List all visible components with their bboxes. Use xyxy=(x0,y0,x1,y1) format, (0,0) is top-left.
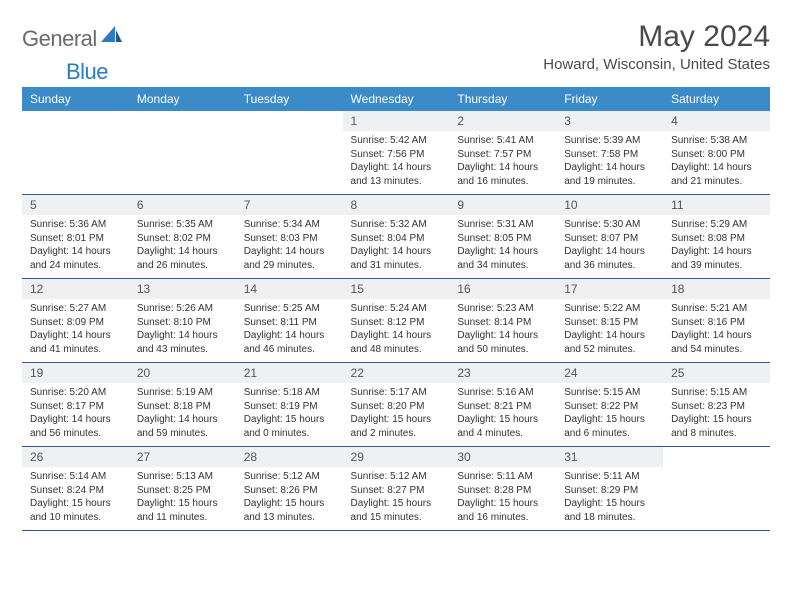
day-cell: Sunrise: 5:27 AMSunset: 8:09 PMDaylight:… xyxy=(22,299,129,363)
day-cell: Sunrise: 5:12 AMSunset: 8:26 PMDaylight:… xyxy=(236,467,343,531)
weekday-header: Friday xyxy=(556,87,663,111)
day-number: 10 xyxy=(556,195,663,216)
day-cell xyxy=(663,467,770,531)
calendar-table: Sunday Monday Tuesday Wednesday Thursday… xyxy=(22,87,770,531)
daynum-row: 567891011 xyxy=(22,195,770,216)
day-cell: Sunrise: 5:22 AMSunset: 8:15 PMDaylight:… xyxy=(556,299,663,363)
day-cell: Sunrise: 5:38 AMSunset: 8:00 PMDaylight:… xyxy=(663,131,770,195)
day-cell xyxy=(129,131,236,195)
day-cell: Sunrise: 5:15 AMSunset: 8:22 PMDaylight:… xyxy=(556,383,663,447)
daynum-row: 262728293031 xyxy=(22,447,770,468)
day-number xyxy=(129,111,236,131)
day-cell: Sunrise: 5:11 AMSunset: 8:29 PMDaylight:… xyxy=(556,467,663,531)
day-cell: Sunrise: 5:29 AMSunset: 8:08 PMDaylight:… xyxy=(663,215,770,279)
weekday-header: Sunday xyxy=(22,87,129,111)
day-cell xyxy=(236,131,343,195)
day-number xyxy=(663,447,770,468)
day-number: 23 xyxy=(449,363,556,384)
day-body-row: Sunrise: 5:27 AMSunset: 8:09 PMDaylight:… xyxy=(22,299,770,363)
day-cell: Sunrise: 5:12 AMSunset: 8:27 PMDaylight:… xyxy=(343,467,450,531)
day-number: 20 xyxy=(129,363,236,384)
day-number: 26 xyxy=(22,447,129,468)
logo-text-blue: Blue xyxy=(66,59,108,84)
day-number xyxy=(236,111,343,131)
weekday-header: Monday xyxy=(129,87,236,111)
day-number: 8 xyxy=(343,195,450,216)
day-number: 13 xyxy=(129,279,236,300)
daynum-row: 19202122232425 xyxy=(22,363,770,384)
day-number: 22 xyxy=(343,363,450,384)
day-cell: Sunrise: 5:14 AMSunset: 8:24 PMDaylight:… xyxy=(22,467,129,531)
weekday-header: Wednesday xyxy=(343,87,450,111)
weekday-header: Thursday xyxy=(449,87,556,111)
day-number: 5 xyxy=(22,195,129,216)
weekday-header: Tuesday xyxy=(236,87,343,111)
day-number: 12 xyxy=(22,279,129,300)
day-number: 29 xyxy=(343,447,450,468)
day-number xyxy=(22,111,129,131)
day-cell: Sunrise: 5:42 AMSunset: 7:56 PMDaylight:… xyxy=(343,131,450,195)
logo-text-general: General xyxy=(22,26,97,52)
day-cell: Sunrise: 5:30 AMSunset: 8:07 PMDaylight:… xyxy=(556,215,663,279)
day-cell: Sunrise: 5:20 AMSunset: 8:17 PMDaylight:… xyxy=(22,383,129,447)
day-number: 3 xyxy=(556,111,663,131)
day-cell xyxy=(22,131,129,195)
day-number: 16 xyxy=(449,279,556,300)
day-cell: Sunrise: 5:41 AMSunset: 7:57 PMDaylight:… xyxy=(449,131,556,195)
logo: General xyxy=(22,20,125,52)
day-cell: Sunrise: 5:16 AMSunset: 8:21 PMDaylight:… xyxy=(449,383,556,447)
day-number: 11 xyxy=(663,195,770,216)
day-cell: Sunrise: 5:34 AMSunset: 8:03 PMDaylight:… xyxy=(236,215,343,279)
day-body-row: Sunrise: 5:36 AMSunset: 8:01 PMDaylight:… xyxy=(22,215,770,279)
day-body-row: Sunrise: 5:42 AMSunset: 7:56 PMDaylight:… xyxy=(22,131,770,195)
day-number: 18 xyxy=(663,279,770,300)
weekday-header-row: Sunday Monday Tuesday Wednesday Thursday… xyxy=(22,87,770,111)
title-block: May 2024 Howard, Wisconsin, United State… xyxy=(543,20,770,73)
daynum-row: 12131415161718 xyxy=(22,279,770,300)
day-number: 28 xyxy=(236,447,343,468)
day-cell: Sunrise: 5:15 AMSunset: 8:23 PMDaylight:… xyxy=(663,383,770,447)
day-number: 31 xyxy=(556,447,663,468)
daynum-row: 1234 xyxy=(22,111,770,131)
day-number: 25 xyxy=(663,363,770,384)
weekday-header: Saturday xyxy=(663,87,770,111)
day-cell: Sunrise: 5:19 AMSunset: 8:18 PMDaylight:… xyxy=(129,383,236,447)
title-location: Howard, Wisconsin, United States xyxy=(543,56,770,73)
day-cell: Sunrise: 5:31 AMSunset: 8:05 PMDaylight:… xyxy=(449,215,556,279)
day-cell: Sunrise: 5:18 AMSunset: 8:19 PMDaylight:… xyxy=(236,383,343,447)
day-cell: Sunrise: 5:26 AMSunset: 8:10 PMDaylight:… xyxy=(129,299,236,363)
day-number: 21 xyxy=(236,363,343,384)
day-number: 24 xyxy=(556,363,663,384)
page-header: General May 2024 Howard, Wisconsin, Unit… xyxy=(22,20,770,73)
day-cell: Sunrise: 5:39 AMSunset: 7:58 PMDaylight:… xyxy=(556,131,663,195)
day-cell: Sunrise: 5:11 AMSunset: 8:28 PMDaylight:… xyxy=(449,467,556,531)
day-cell: Sunrise: 5:36 AMSunset: 8:01 PMDaylight:… xyxy=(22,215,129,279)
day-cell: Sunrise: 5:17 AMSunset: 8:20 PMDaylight:… xyxy=(343,383,450,447)
day-number: 6 xyxy=(129,195,236,216)
day-number: 19 xyxy=(22,363,129,384)
day-number: 30 xyxy=(449,447,556,468)
day-number: 15 xyxy=(343,279,450,300)
day-number: 2 xyxy=(449,111,556,131)
title-month: May 2024 xyxy=(543,20,770,54)
day-body-row: Sunrise: 5:20 AMSunset: 8:17 PMDaylight:… xyxy=(22,383,770,447)
day-number: 14 xyxy=(236,279,343,300)
day-number: 1 xyxy=(343,111,450,131)
day-cell: Sunrise: 5:25 AMSunset: 8:11 PMDaylight:… xyxy=(236,299,343,363)
logo-sail-icon xyxy=(101,26,123,44)
day-cell: Sunrise: 5:24 AMSunset: 8:12 PMDaylight:… xyxy=(343,299,450,363)
day-cell: Sunrise: 5:21 AMSunset: 8:16 PMDaylight:… xyxy=(663,299,770,363)
day-cell: Sunrise: 5:32 AMSunset: 8:04 PMDaylight:… xyxy=(343,215,450,279)
day-number: 27 xyxy=(129,447,236,468)
day-number: 9 xyxy=(449,195,556,216)
day-cell: Sunrise: 5:13 AMSunset: 8:25 PMDaylight:… xyxy=(129,467,236,531)
day-number: 4 xyxy=(663,111,770,131)
day-cell: Sunrise: 5:35 AMSunset: 8:02 PMDaylight:… xyxy=(129,215,236,279)
day-body-row: Sunrise: 5:14 AMSunset: 8:24 PMDaylight:… xyxy=(22,467,770,531)
day-cell: Sunrise: 5:23 AMSunset: 8:14 PMDaylight:… xyxy=(449,299,556,363)
day-number: 17 xyxy=(556,279,663,300)
day-number: 7 xyxy=(236,195,343,216)
